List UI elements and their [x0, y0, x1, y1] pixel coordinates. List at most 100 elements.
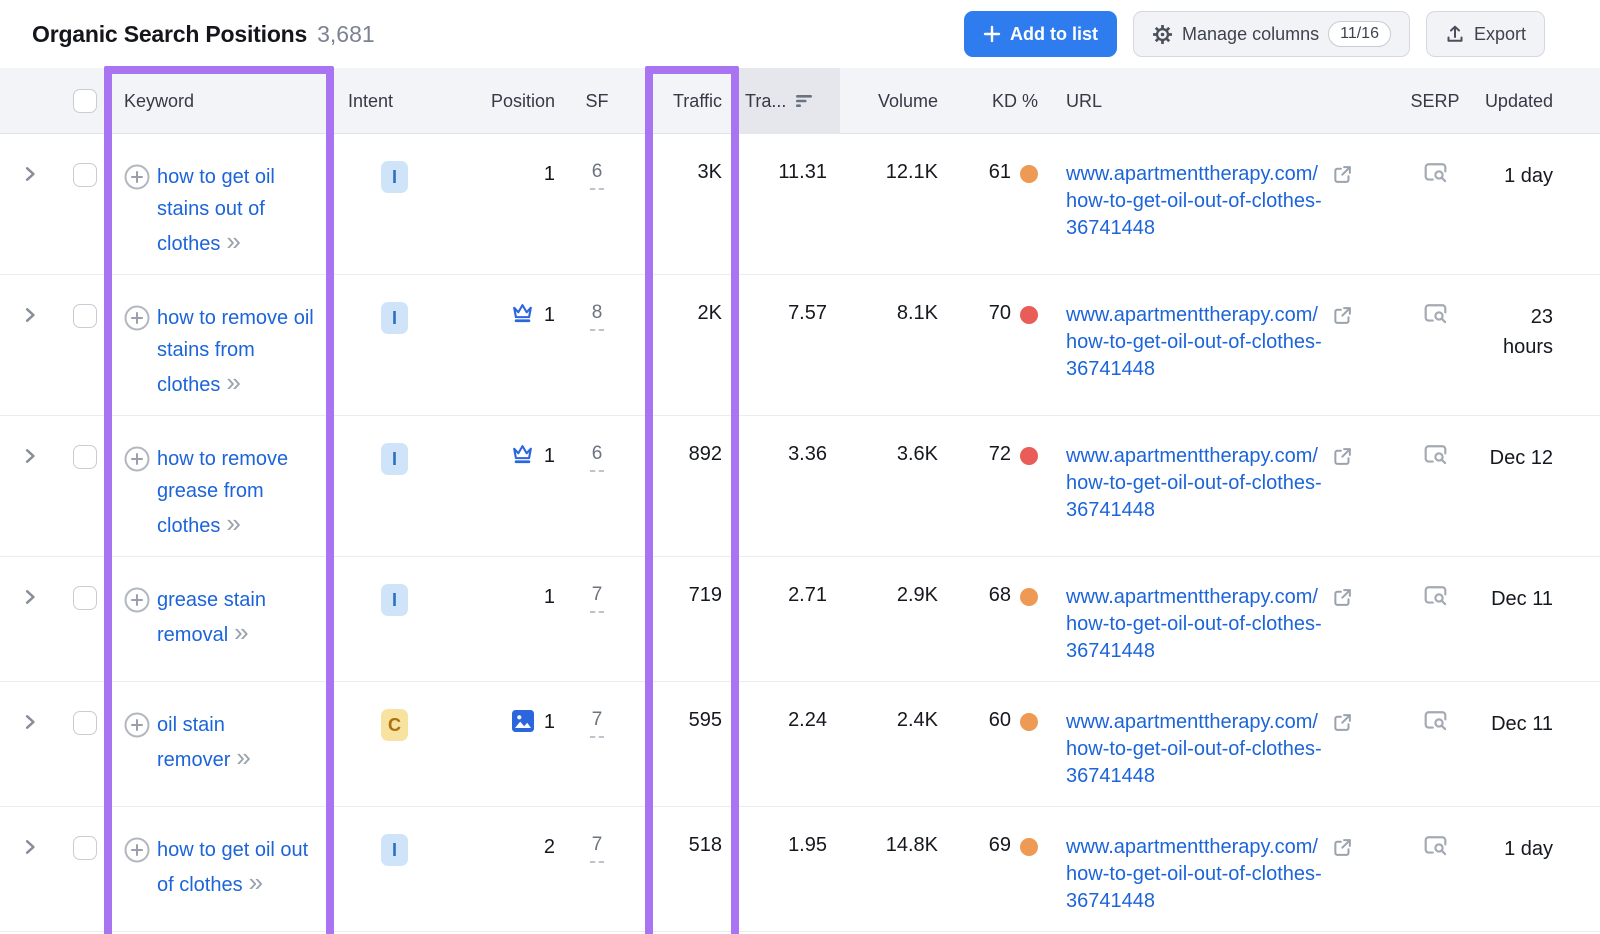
- row-select-cell: [60, 557, 110, 610]
- column-header-traffic[interactable]: Traffic: [672, 90, 722, 111]
- row-checkbox[interactable]: [73, 836, 97, 860]
- intent-badge[interactable]: C: [381, 709, 408, 741]
- add-keyword-icon[interactable]: [124, 837, 150, 863]
- kd-dot: [1020, 447, 1038, 465]
- url-link[interactable]: www.apartmenttherapy.com/how-to-get-oil-…: [1066, 445, 1322, 521]
- column-header-kd[interactable]: KD %: [991, 90, 1038, 111]
- external-link-icon[interactable]: [1332, 712, 1353, 733]
- gear-icon: [1153, 24, 1172, 44]
- add-keyword-icon[interactable]: [124, 446, 150, 472]
- column-header-sf[interactable]: SF: [585, 90, 609, 111]
- traffic-pct-value: 2.24: [788, 709, 827, 731]
- keyword-link[interactable]: how to get oil stains out of clothes: [157, 166, 275, 255]
- column-header-position[interactable]: Position: [490, 90, 555, 111]
- sf-value[interactable]: 7: [589, 834, 605, 863]
- keyword-link[interactable]: oil stain remover: [157, 714, 231, 771]
- intent-badge[interactable]: I: [381, 834, 408, 866]
- sf-value[interactable]: 7: [589, 709, 605, 738]
- row-checkbox[interactable]: [73, 445, 97, 469]
- serp-features-cell: 7: [567, 807, 627, 863]
- position-value: 1: [543, 711, 555, 733]
- keyword-link[interactable]: grease stain removal: [157, 589, 266, 646]
- chevron-right-icon[interactable]: [22, 306, 38, 324]
- external-link-icon[interactable]: [1332, 446, 1353, 467]
- export-button[interactable]: Export: [1425, 11, 1545, 57]
- chevron-right-icon[interactable]: [22, 165, 38, 183]
- add-to-list-button[interactable]: Add to list: [964, 11, 1118, 57]
- add-keyword-icon[interactable]: [124, 305, 150, 331]
- intent-badge[interactable]: I: [381, 443, 408, 475]
- kd-value: 70: [988, 302, 1011, 324]
- chevron-right-icon[interactable]: [22, 588, 38, 606]
- url-link[interactable]: www.apartmenttherapy.com/how-to-get-oil-…: [1066, 586, 1322, 662]
- updated-value: Dec 11: [1491, 713, 1553, 735]
- column-header-keyword[interactable]: Keyword: [124, 90, 195, 111]
- select-all-checkbox[interactable]: [73, 89, 97, 113]
- position-cell: 1: [457, 275, 567, 328]
- sort-descending-icon[interactable]: [796, 94, 814, 108]
- sf-value[interactable]: 7: [589, 584, 605, 613]
- chevron-right-icon[interactable]: [22, 838, 38, 856]
- add-keyword-icon[interactable]: [124, 164, 150, 190]
- row-select-cell: [60, 807, 110, 860]
- external-link-icon[interactable]: [1332, 587, 1353, 608]
- intent-badge[interactable]: I: [381, 584, 408, 616]
- keyword-link[interactable]: how to remove oil stains from clothes: [157, 307, 314, 396]
- expand-row-control: [0, 134, 60, 183]
- column-header-url[interactable]: URL: [1066, 90, 1103, 111]
- row-checkbox[interactable]: [73, 711, 97, 735]
- intent-badge[interactable]: I: [381, 161, 408, 193]
- expand-row-control: [0, 557, 60, 606]
- serp-preview-icon[interactable]: [1422, 161, 1449, 185]
- external-link-icon[interactable]: [1332, 837, 1353, 858]
- keyword-text: oil stain remover»: [157, 709, 319, 776]
- row-checkbox[interactable]: [73, 586, 97, 610]
- keyword-expand-icon[interactable]: »: [248, 867, 264, 897]
- table-row: oil stain remover» C 1 7 595 2.24 2.4K 6…: [0, 682, 1600, 807]
- expand-row-control: [0, 807, 60, 856]
- external-link-icon[interactable]: [1332, 305, 1353, 326]
- keyword-expand-icon[interactable]: »: [226, 226, 241, 256]
- chevron-right-icon[interactable]: [22, 713, 38, 731]
- position-cell: 1: [457, 557, 567, 610]
- toolbar: Organic Search Positions 3,681 Add to li…: [0, 0, 1600, 68]
- serp-preview-icon[interactable]: [1422, 302, 1449, 326]
- serp-preview-icon[interactable]: [1422, 834, 1449, 858]
- kd-cell: 70: [952, 275, 1052, 325]
- url-link[interactable]: www.apartmenttherapy.com/how-to-get-oil-…: [1066, 711, 1322, 787]
- manage-columns-button[interactable]: Manage columns 11/16: [1133, 11, 1410, 57]
- sf-value[interactable]: 8: [589, 302, 605, 331]
- keyword-expand-icon[interactable]: »: [226, 508, 241, 538]
- row-checkbox[interactable]: [73, 304, 97, 328]
- url-cell: www.apartmenttherapy.com/how-to-get-oil-…: [1052, 557, 1392, 665]
- column-header-intent[interactable]: Intent: [348, 90, 394, 111]
- column-header-traffic-pct[interactable]: Tra...: [737, 68, 840, 134]
- external-link-icon[interactable]: [1332, 164, 1353, 185]
- url-link[interactable]: www.apartmenttherapy.com/how-to-get-oil-…: [1066, 163, 1322, 239]
- keyword-link[interactable]: how to remove grease from clothes: [157, 448, 289, 537]
- serp-preview-icon[interactable]: [1422, 584, 1449, 608]
- keyword-expand-icon[interactable]: »: [226, 367, 241, 397]
- chevron-right-icon[interactable]: [22, 447, 38, 465]
- serp-preview-icon[interactable]: [1422, 709, 1449, 733]
- keyword-expand-icon[interactable]: »: [236, 742, 251, 772]
- column-header-volume[interactable]: Volume: [877, 90, 938, 111]
- sf-value[interactable]: 6: [589, 161, 605, 190]
- position-cell: 2: [457, 807, 567, 860]
- table-body: how to get oil stains out of clothes» I …: [0, 134, 1600, 932]
- serp-preview-icon[interactable]: [1422, 443, 1449, 467]
- keyword-link[interactable]: how to get oil out of clothes: [157, 839, 309, 896]
- url-link[interactable]: www.apartmenttherapy.com/how-to-get-oil-…: [1066, 836, 1322, 912]
- intent-badge[interactable]: I: [381, 302, 408, 334]
- column-header-updated[interactable]: Updated: [1484, 90, 1553, 111]
- url-link[interactable]: www.apartmenttherapy.com/how-to-get-oil-…: [1066, 304, 1322, 380]
- sf-value[interactable]: 6: [589, 443, 605, 472]
- keyword-expand-icon[interactable]: »: [234, 617, 249, 647]
- volume-value: 2.9K: [896, 584, 938, 606]
- updated-value: 1 day: [1504, 165, 1553, 187]
- serp-cell: [1392, 682, 1478, 733]
- updated-value: Dec 11: [1491, 588, 1553, 610]
- add-keyword-icon[interactable]: [124, 587, 150, 613]
- add-keyword-icon[interactable]: [124, 712, 150, 738]
- row-checkbox[interactable]: [73, 163, 97, 187]
